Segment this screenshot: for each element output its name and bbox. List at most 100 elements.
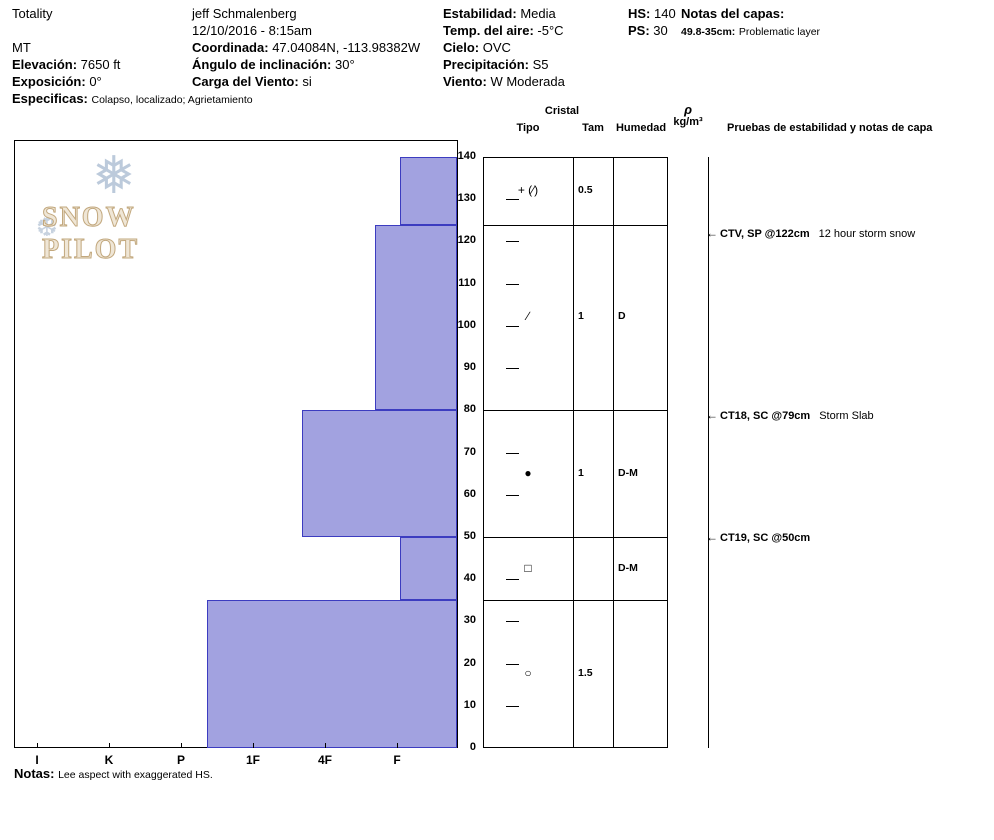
depth-tick-mark [506,325,519,327]
depth-tick-label: 100 [457,318,476,331]
ps-value: 30 [653,23,668,38]
depth-tick-mark [506,705,519,707]
ps-label: PS: [628,23,650,38]
depth-tick-label: 110 [458,276,476,289]
hs-row: HS: 140 [628,5,676,22]
aspect-label: Exposición: [12,74,86,89]
footer-notes-text: Lee aspect with exaggerated HS. [58,769,213,781]
hardness-tick-label: F [393,753,401,767]
depth-tick-mark [506,199,519,201]
moisture-value: D-M [618,466,638,479]
depth-tick-mark [506,368,519,370]
header-col-layer-notes: Notas del capas: 49.8-35cm: Problematic … [681,5,820,39]
footer-notes-label: Notas: [14,766,55,781]
precip-label: Precipitación: [443,57,529,72]
aspect-row: Exposición: 0° [12,73,253,90]
ps-row: PS: 30 [628,22,676,39]
header-col-hs-ps: HS: 140 PS: 30 [628,5,676,39]
precip-value: S5 [532,57,549,72]
site-name: Totality [12,6,53,21]
observer-name: jeff Schmalenberg [192,6,297,21]
grain-size-value: 0.5 [578,183,593,196]
tipo-header: Tipo [516,122,540,134]
snow-layer-bar [301,410,457,537]
grain-type-symbol: ● [524,465,532,480]
depth-tick-label: 130 [457,192,476,205]
depth-tick-label: 40 [463,572,476,585]
coordinates-row: Coordinada: 47.04084N, -113.98382W [192,39,420,56]
slope-angle-label: Ángulo de inclinación: [192,57,332,72]
air-temp-value: -5°C [537,23,564,38]
hardness-tick-mark [397,743,398,748]
depth-tick-label: 70 [463,445,476,458]
snow-layer-bar [206,600,457,748]
depth-tick-label: 10 [463,698,476,711]
hs-label: HS: [628,6,651,21]
grain-type-symbol: ○ [524,666,532,681]
stability-label: Estabilidad: [443,6,517,21]
snowflake-icon: ❆ [36,212,58,242]
hardness-tick-mark [109,743,110,748]
layer-note-text: Problematic layer [738,26,821,38]
air-temp-row: Temp. del aire: -5°C [443,22,565,39]
layer-note-range: 49.8-35cm: [681,26,736,38]
stability-value: Media [520,6,556,21]
slope-angle-value: 30° [335,57,355,72]
depth-tick-label: 0 [469,741,476,753]
elevation-value: 7650 ft [80,57,121,72]
header-col-conditions: Estabilidad: Media Temp. del aire: -5°C … [443,5,565,90]
depth-tick-label: 120 [457,234,476,247]
wind-loading-row: Carga del Viento: si [192,73,420,90]
grain-type-symbol: ∕ [526,309,529,324]
wind-label: Viento: [443,74,487,89]
grain-size-value: 1 [578,310,584,323]
stability-test-annotation: ← CT18, SC @79cm Storm Slab [706,408,874,423]
grid-divider-tipo-tam [573,157,574,748]
precip-row: Precipitación: S5 [443,56,565,73]
air-temp-label: Temp. del aire: [443,23,534,38]
snowflake-icon: ❅ [92,147,136,205]
hardness-tick-label: P [176,753,185,767]
layer-note-row: 49.8-35cm: Problematic layer [681,22,820,39]
depth-tick-mark [506,494,519,496]
snowpilot-logo: ❅ ❆ SNOW PILOT [36,150,230,266]
layer-boundary-line [483,224,668,226]
hardness-tick-mark [181,743,182,748]
header-col-observer: jeff Schmalenberg 12/10/2016 - 8:15am Co… [192,5,420,90]
test-comment: 12 hour storm snow [818,227,916,240]
moisture-value: D-M [618,561,638,574]
grain-size-value: 1 [578,466,584,479]
left-arrow-icon: ← [706,407,718,422]
hs-value: 140 [654,6,676,21]
specifics-label: Especificas: [12,91,88,106]
left-arrow-icon: ← [706,529,718,544]
snow-layer-bar [399,157,457,225]
cristal-header: Cristal [544,105,580,117]
slope-angle-row: Ángulo de inclinación: 30° [192,56,420,73]
hardness-tick-mark [253,743,254,748]
grid-divider-tam-humedad [613,157,614,748]
depth-tick-label: 60 [463,487,476,500]
humedad-header: Humedad [615,122,667,134]
wind-row: Viento: W Moderada [443,73,565,90]
aspect-value: 0° [89,74,102,89]
sky-row: Cielo: OVC [443,39,565,56]
stability-test-annotation: ← CTV, SP @122cm 12 hour storm snow [706,226,915,241]
header-col-site: Totality MT Elevación: 7650 ft Exposició… [12,5,253,107]
depth-tick-label: 90 [463,361,476,374]
test-comment: Storm Slab [819,409,874,422]
depth-tick-mark [506,283,519,285]
layer-boundary-line [483,600,668,602]
state: MT [12,40,31,55]
footer-notes: Notas: Lee aspect with exaggerated HS. [14,766,213,781]
hardness-tick-label: K [104,753,114,767]
depth-tick-mark [506,241,519,243]
density-header-units: kg/m³ [673,116,703,128]
depth-tick-mark [506,452,519,454]
hardness-tick-mark [37,743,38,748]
layer-notes-label: Notas del capas: [681,6,785,21]
elevation-row: Elevación: 7650 ft [12,56,253,73]
snow-layer-bar [399,536,457,601]
snowpilot-logo-text: SNOW PILOT [42,202,140,266]
